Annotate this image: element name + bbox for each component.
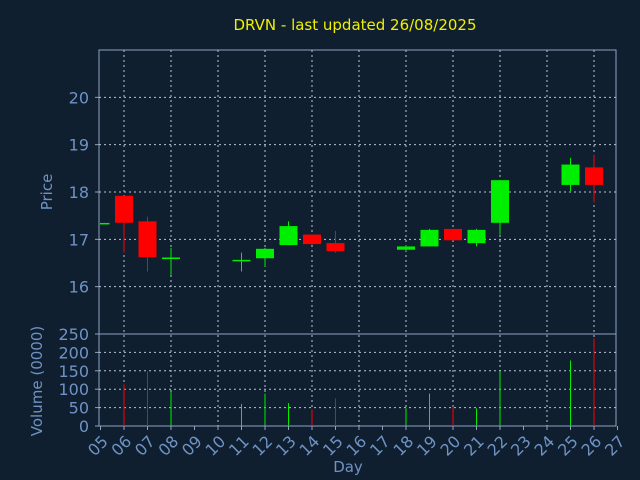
price-axis: 16 17 18 19 20 (69, 88, 99, 297)
chart-title: DRVN - last updated 26/08/2025 (233, 16, 476, 34)
volume-tick-label: 250 (58, 325, 89, 344)
volume-tick-label: 200 (58, 343, 89, 362)
candles (100, 155, 603, 275)
candle (162, 247, 180, 275)
candle (303, 234, 321, 246)
volume-panel (98, 333, 617, 427)
candle (420, 228, 439, 247)
price-tick-label: 17 (69, 230, 89, 249)
candle-body (420, 229, 439, 247)
price-panel (98, 49, 617, 335)
candle-body (444, 228, 462, 241)
candle (256, 247, 274, 267)
candle-body (303, 234, 321, 245)
candle-body (397, 246, 415, 250)
candle (467, 228, 486, 247)
price-tick-label: 20 (69, 88, 89, 107)
candle (138, 216, 157, 272)
candle (491, 180, 509, 235)
grid-lines (99, 50, 616, 426)
volume-bars (123, 338, 595, 426)
volume-tick-label: 150 (58, 362, 89, 381)
candle (561, 157, 580, 192)
candle-body (279, 226, 298, 246)
price-tick-label: 19 (69, 136, 89, 155)
price-tick-label: 18 (69, 183, 89, 202)
candle-body (467, 229, 486, 244)
candle-body (491, 180, 509, 223)
candle (232, 252, 251, 272)
candle (279, 221, 298, 246)
price-tick-label: 16 (69, 278, 89, 297)
volume-tick-label: 100 (58, 380, 89, 399)
volume-axis-title: Volume (0000) (28, 326, 46, 436)
candle-body (326, 243, 345, 252)
price-axis-title: Price (38, 174, 56, 211)
candle (397, 245, 415, 252)
candle (444, 228, 462, 241)
candle-body (138, 221, 157, 258)
candle (115, 195, 133, 253)
candle-body (561, 164, 580, 185)
candle (585, 155, 603, 203)
candle-body (585, 167, 603, 185)
candle-body (115, 195, 133, 223)
x-tick-label: 27 (601, 432, 629, 460)
volume-tick-label: 50 (69, 399, 89, 418)
candle-body (256, 248, 274, 259)
x-axis: 0506070809101112131415161718192021222324… (84, 426, 629, 460)
volume-tick-label: 0 (79, 417, 89, 436)
x-axis-title: Day (333, 458, 363, 476)
candle (326, 230, 345, 253)
